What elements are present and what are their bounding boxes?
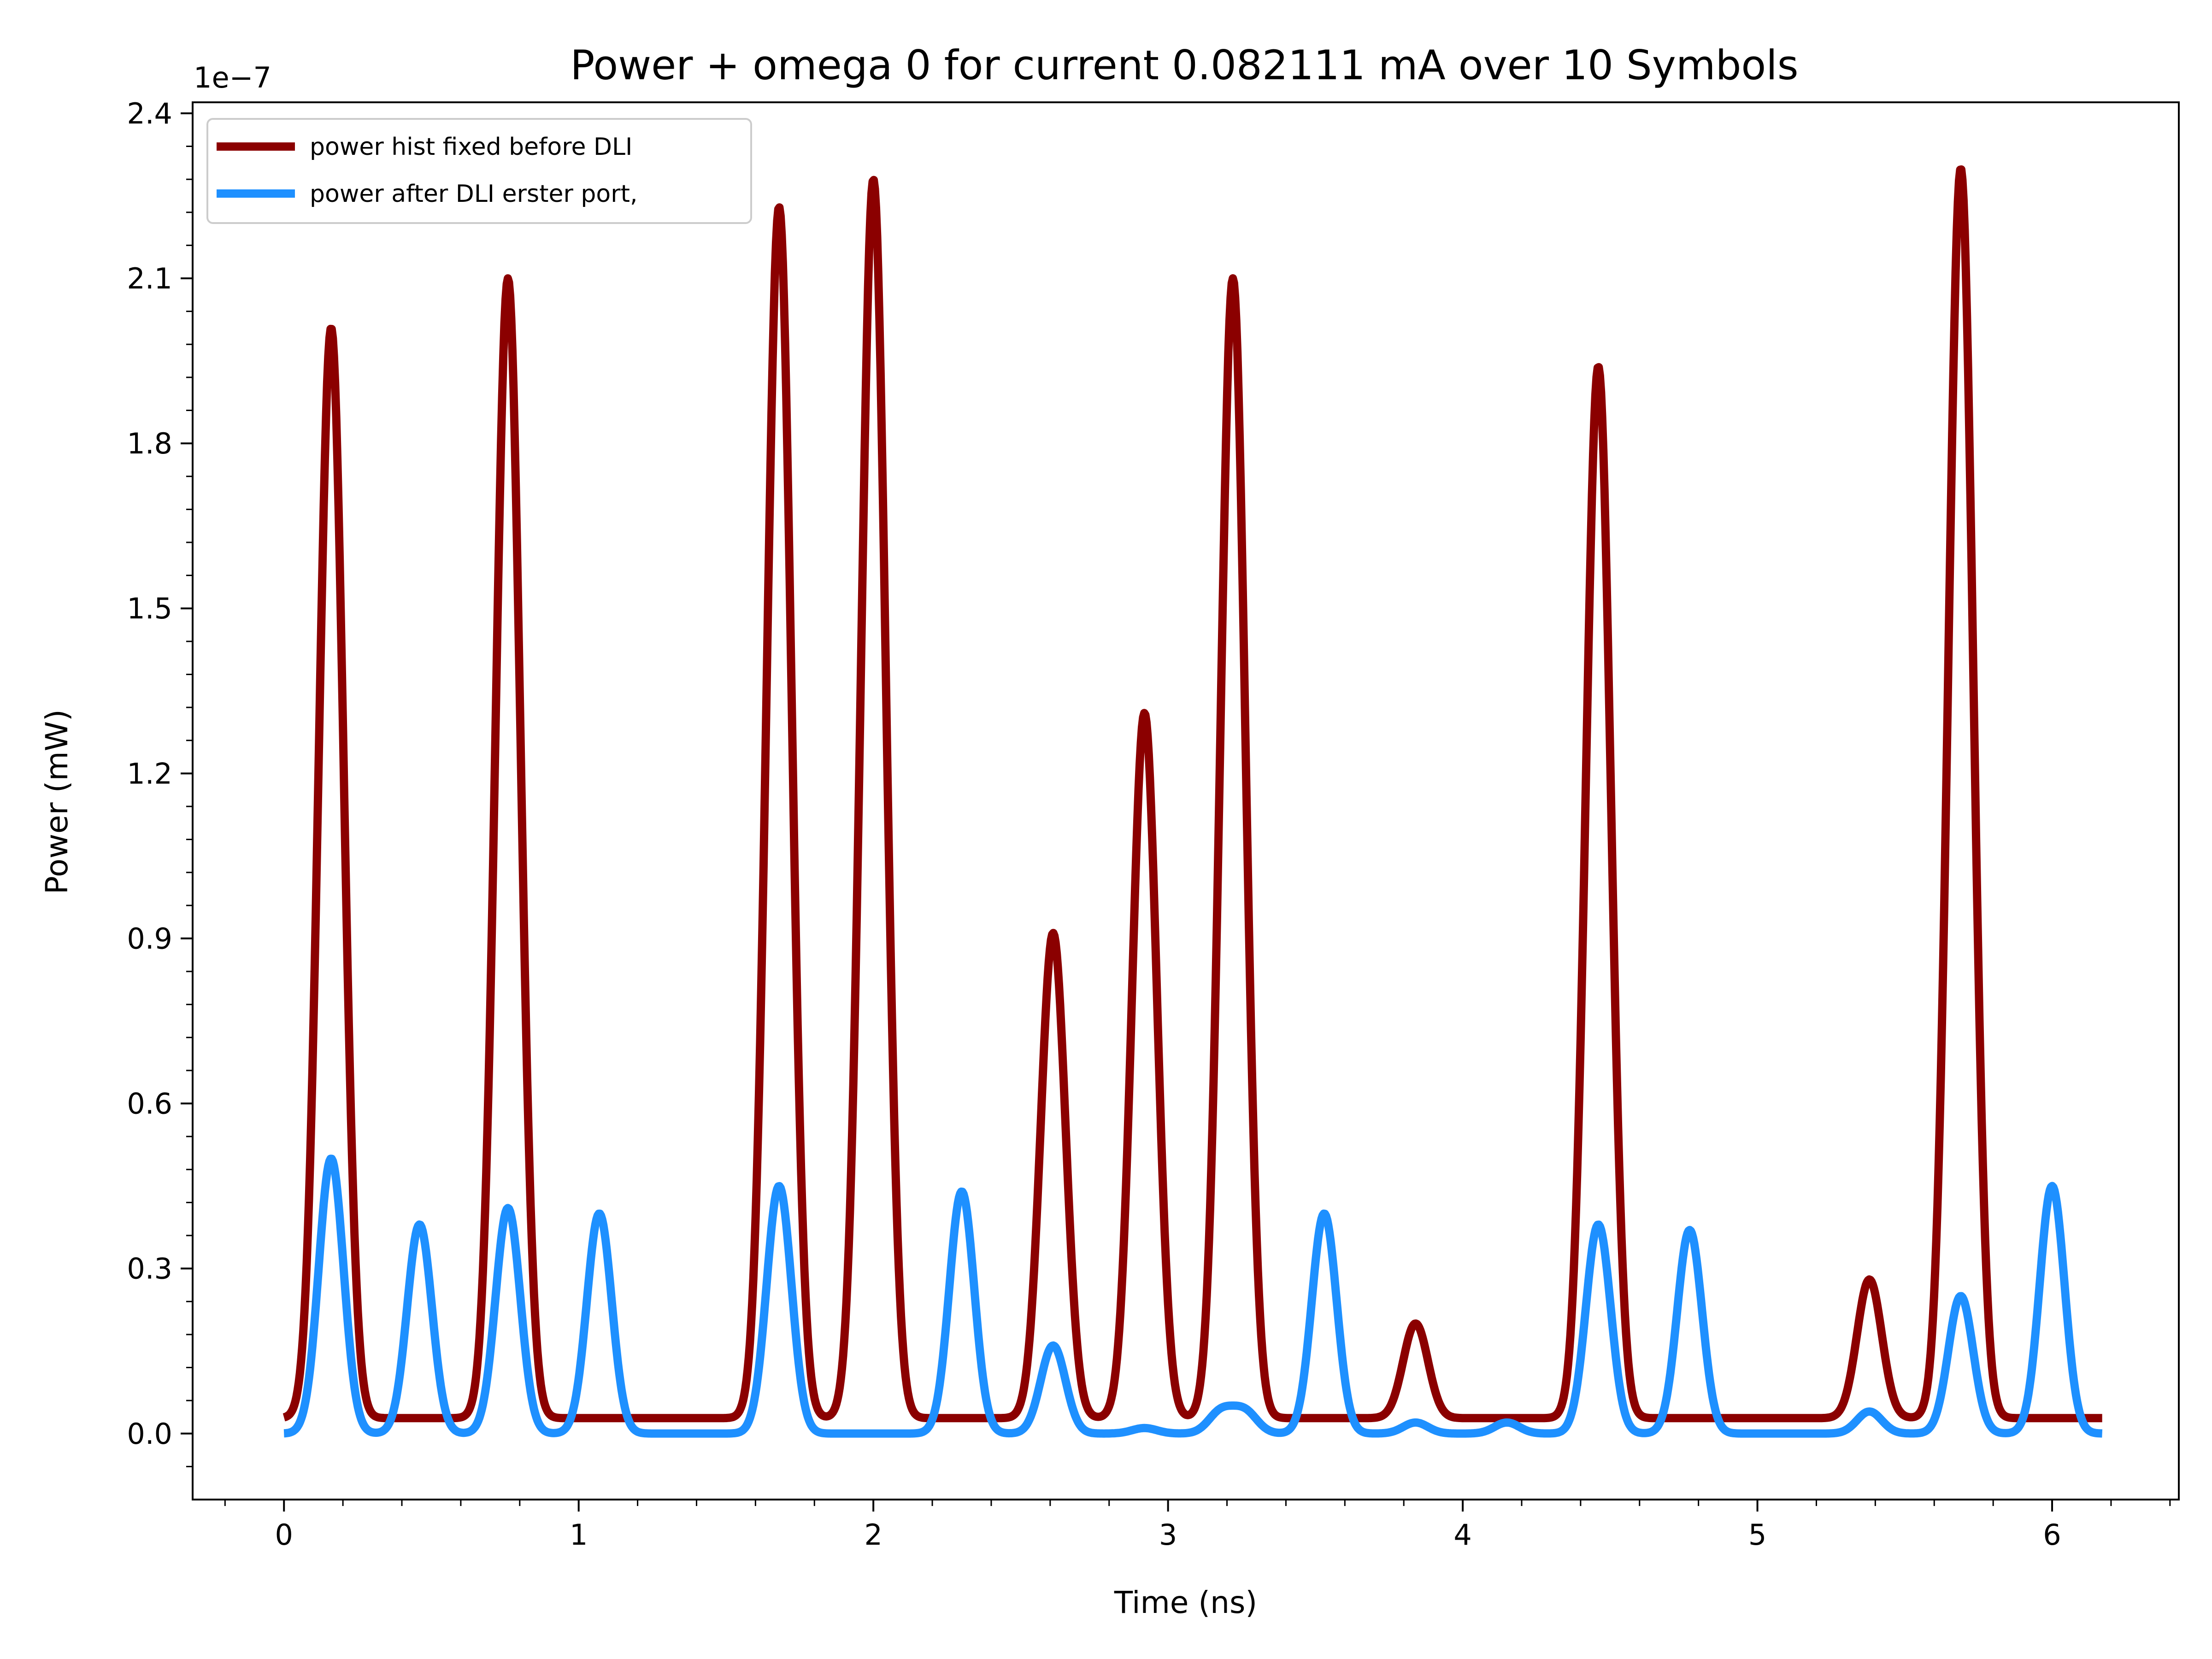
legend-label-power-after-dli: power after DLI erster port, [310,180,638,208]
series-1-peak-point [961,1191,963,1193]
series-1-peak-point [1415,1422,1417,1424]
x-tick-label: 1 [570,1518,588,1552]
series-0-peak-point [1052,932,1054,934]
series-1-peak-point [330,1158,332,1159]
series-1-peak-point [598,1212,600,1214]
series-1-peak-point [1869,1411,1871,1412]
y-axis-label: Power (mW) [39,709,75,894]
x-axis-label: Time (ns) [1114,1585,1257,1620]
x-axis-ticks: 0 1 2 3 4 5 6 [224,1500,2171,1552]
y-tick-label: 0.9 [127,922,172,955]
series-0-peak-point [872,178,874,180]
series-0-peak-point [330,327,332,329]
legend-box [206,118,752,224]
x-tick-label: 0 [275,1518,293,1552]
series-0-peak-point [1415,1323,1417,1324]
series-1-peak-point [418,1224,420,1225]
series-1-peak-point [1052,1345,1054,1347]
series-0-peak-point [1869,1279,1871,1281]
legend: power hist fixed before DLI power after … [206,118,752,224]
legend-label-power-before-dli: power hist fixed before DLI [310,133,632,161]
y-axis-ticks: 0.0 0.3 0.6 0.9 1.2 1.5 1.8 2.1 2.4 [127,97,193,1467]
series-line-0 [281,165,2106,1423]
series-0-peak-point [1232,277,1234,279]
x-tick-label: 4 [1453,1518,1471,1552]
chart-title: Power + omega 0 for current 0.082111 mA … [570,41,1798,89]
series-1-peak-point [1244,1411,1246,1412]
y-offset-text: 1e−7 [194,61,271,94]
series-0-peak-point [1597,365,1599,367]
series-1-peak-point [1597,1224,1599,1225]
x-tick-label: 3 [1159,1518,1177,1552]
x-tick-label: 5 [1748,1518,1766,1552]
y-tick-label: 2.4 [127,97,172,130]
series-layer [281,165,2106,1438]
series-line-1 [281,1154,2106,1438]
y-tick-label: 0.6 [127,1087,172,1121]
y-tick-label: 1.2 [127,757,172,790]
plot-frame [192,101,2180,1500]
y-tick-label: 2.1 [127,262,172,295]
series-0-peak-point [1960,167,1962,169]
series-1-peak-point [1960,1295,1962,1297]
series-0-peak-point [778,206,780,208]
series-1-peak-point [778,1185,780,1187]
x-tick-label: 2 [864,1518,882,1552]
series-1-peak-point [2051,1185,2053,1187]
series-1-peak-point [1143,1427,1145,1429]
series-0-peak-point [507,277,509,279]
series-1-peak-point [507,1207,509,1209]
series-1-peak-point [1324,1212,1325,1214]
series-1-peak-point [1506,1422,1508,1424]
y-tick-label: 0.0 [127,1417,172,1451]
series-1-peak-point [1220,1411,1222,1412]
series-0-peak-point [1143,712,1145,714]
y-tick-label: 1.5 [127,592,172,625]
y-tick-label: 0.3 [127,1252,172,1286]
series-1-peak-point [1688,1229,1690,1231]
y-tick-label: 1.8 [127,427,172,460]
x-tick-label: 6 [2043,1518,2061,1552]
